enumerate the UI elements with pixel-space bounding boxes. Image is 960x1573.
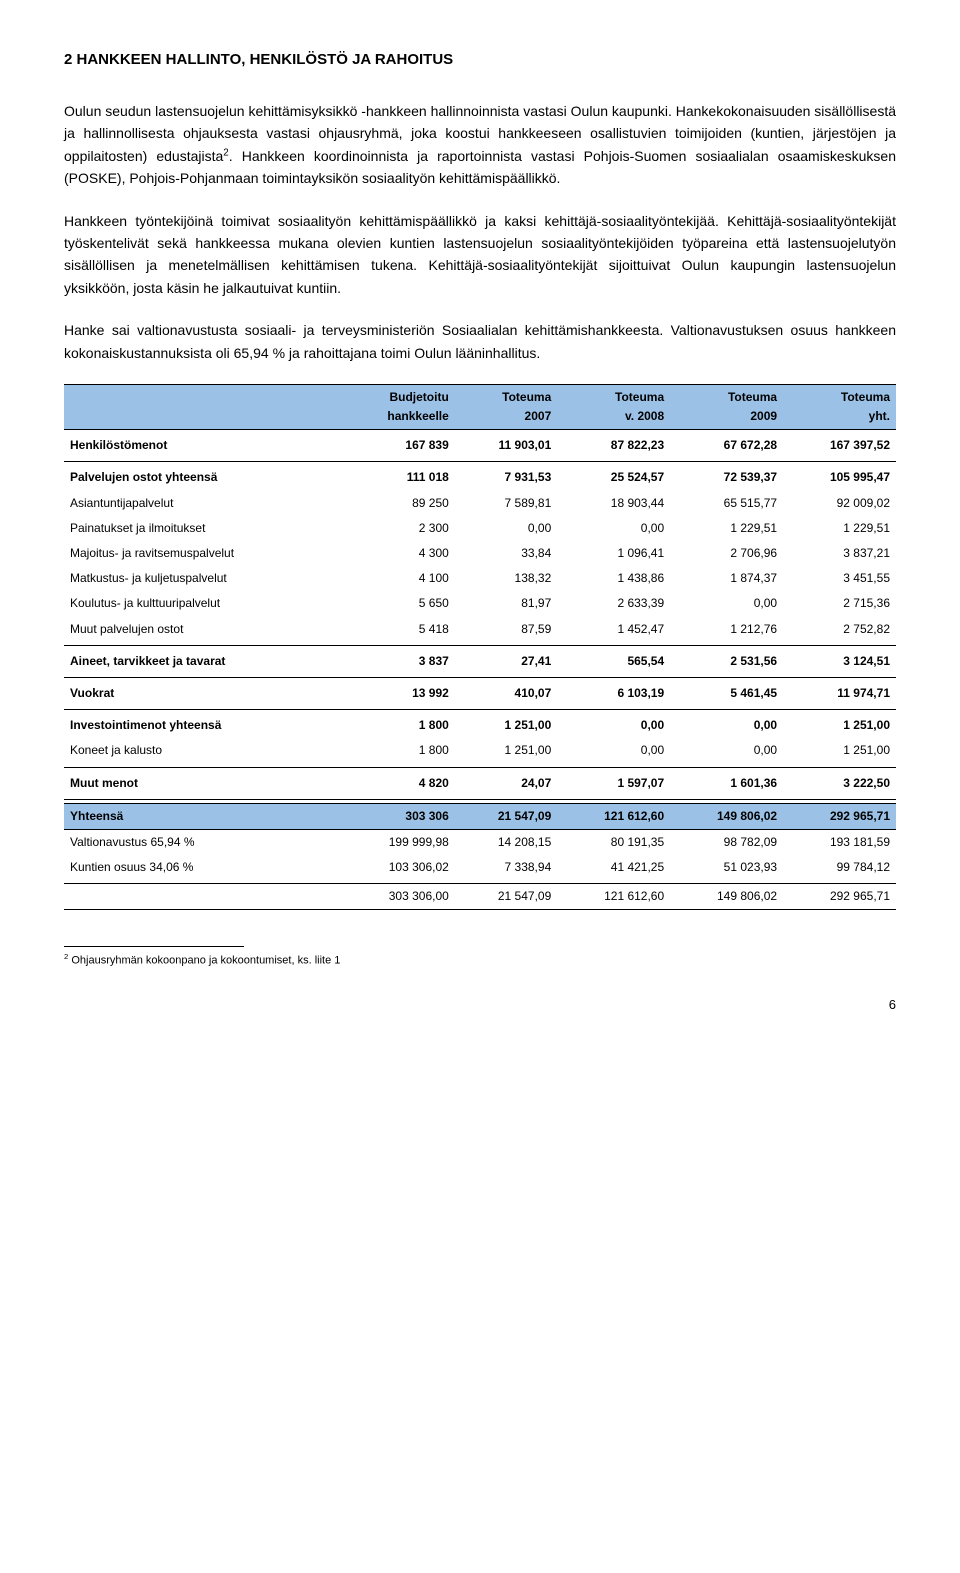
budget-table: Budjetoituhankkeelle Toteuma2007 Toteuma… bbox=[64, 384, 896, 911]
row-majoitus: Majoitus- ja ravitsemuspalvelut 4 300 33… bbox=[64, 541, 896, 566]
row-yhteensa: Yhteensä 303 306 21 547,09 121 612,60 14… bbox=[64, 803, 896, 829]
row-investointi: Investointimenot yhteensä 1 800 1 251,00… bbox=[64, 710, 896, 739]
row-koneet: Koneet ja kalusto 1 800 1 251,00 0,00 0,… bbox=[64, 738, 896, 767]
row-koulutus: Koulutus- ja kulttuuripalvelut 5 650 81,… bbox=[64, 591, 896, 616]
row-kuntien: Kuntien osuus 34,06 % 103 306,02 7 338,9… bbox=[64, 855, 896, 884]
row-total: 303 306,00 21 547,09 121 612,60 149 806,… bbox=[64, 884, 896, 910]
paragraph-3: Hanke sai valtionavustusta sosiaali- ja … bbox=[64, 319, 896, 364]
th-toteuma-2009: Toteuma2009 bbox=[670, 384, 783, 429]
row-aineet: Aineet, tarvikkeet ja tavarat 3 837 27,4… bbox=[64, 645, 896, 677]
th-label bbox=[64, 384, 340, 429]
row-valtion: Valtionavustus 65,94 % 199 999,98 14 208… bbox=[64, 829, 896, 855]
row-vuokrat: Vuokrat 13 992 410,07 6 103,19 5 461,45 … bbox=[64, 677, 896, 709]
row-henkilosto: Henkilöstömenot 167 839 11 903,01 87 822… bbox=[64, 430, 896, 462]
paragraph-2: Hankkeen työntekijöinä toimivat sosiaali… bbox=[64, 210, 896, 300]
row-painatukset: Painatukset ja ilmoitukset 2 300 0,00 0,… bbox=[64, 516, 896, 541]
table-header-row: Budjetoituhankkeelle Toteuma2007 Toteuma… bbox=[64, 384, 896, 429]
footnote-text: Ohjausryhmän kokoonpano ja kokoontumiset… bbox=[68, 955, 340, 967]
th-budjetoitu: Budjetoituhankkeelle bbox=[340, 384, 455, 429]
section-heading: 2 HANKKEEN HALLINTO, HENKILÖSTÖ JA RAHOI… bbox=[64, 48, 896, 72]
row-muutpalv: Muut palvelujen ostot 5 418 87,59 1 452,… bbox=[64, 617, 896, 646]
paragraph-1: Oulun seudun lastensuojelun kehittämisyk… bbox=[64, 100, 896, 190]
page-number: 6 bbox=[64, 995, 896, 1016]
th-toteuma-yht: Toteumayht. bbox=[783, 384, 896, 429]
th-toteuma-2008: Toteumav. 2008 bbox=[557, 384, 670, 429]
footnote: 2 Ohjausryhmän kokoonpano ja kokoontumis… bbox=[64, 951, 896, 970]
row-palvelujen: Palvelujen ostot yhteensä 111 018 7 931,… bbox=[64, 462, 896, 491]
row-matkustus: Matkustus- ja kuljetuspalvelut 4 100 138… bbox=[64, 566, 896, 591]
footnote-rule bbox=[64, 946, 244, 947]
row-muutmenot: Muut menot 4 820 24,07 1 597,07 1 601,36… bbox=[64, 767, 896, 799]
row-asiantuntija: Asiantuntijapalvelut 89 250 7 589,81 18 … bbox=[64, 491, 896, 516]
th-toteuma-2007: Toteuma2007 bbox=[455, 384, 557, 429]
